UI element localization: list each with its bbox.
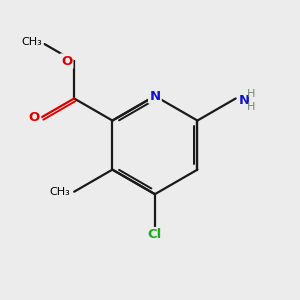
Text: O: O (28, 111, 40, 124)
Text: Cl: Cl (148, 228, 162, 241)
Text: O: O (61, 55, 72, 68)
Text: N: N (238, 94, 250, 107)
Text: N: N (149, 89, 161, 103)
Text: CH₃: CH₃ (22, 37, 42, 47)
Text: H: H (247, 102, 255, 112)
Text: H: H (247, 88, 255, 99)
Text: CH₃: CH₃ (50, 187, 70, 197)
